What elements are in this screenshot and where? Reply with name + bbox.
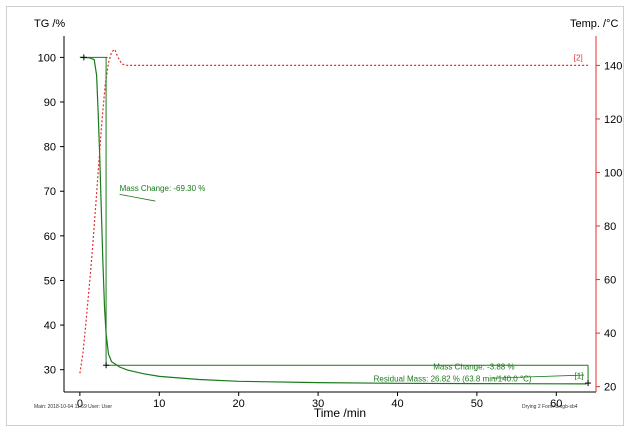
right-tick-label: 80	[604, 221, 616, 233]
annotation-label: Mass Change: -69.30 %	[120, 184, 206, 193]
left-tick-label: 70	[44, 186, 56, 198]
temperature-curve	[79, 48, 589, 374]
left-tick-label: 40	[44, 320, 56, 332]
x-tick-label: 60	[550, 398, 562, 410]
chart-frame: 0 10 20 30 40 50 60 30 40 50 60 70 80 90 100 20 40 60 80 10…	[6, 6, 624, 426]
annotation-label: Mass Change: -3.88 %	[433, 363, 514, 372]
right-tick-label: 120	[604, 114, 622, 126]
footer-right: Drying 2 Form-8.ngb-sb4	[522, 404, 578, 410]
x-tick-label: 40	[391, 398, 403, 410]
right-axis-label: Temp. /°C	[570, 18, 619, 30]
footer-main-label: Main	[34, 404, 45, 410]
right-tick-label: 100	[604, 167, 622, 179]
annotation-label: [1]	[575, 372, 584, 381]
right-tick-label: 140	[604, 60, 622, 72]
footer-timestamp: 2018-10-04 11:59	[47, 404, 87, 410]
left-tick-label: 100	[38, 52, 56, 64]
x-tick-label: 50	[471, 398, 483, 410]
x-tick-label: 30	[312, 398, 324, 410]
x-tick-label: 20	[233, 398, 245, 410]
annotation-leader-line	[492, 374, 585, 379]
annotation-label: [2]	[574, 54, 583, 63]
right-tick-label: 60	[604, 275, 616, 287]
right-tick-label: 40	[604, 328, 616, 340]
left-tick-label: 80	[44, 142, 56, 154]
footer-user: User: User	[88, 404, 113, 410]
left-tick-label: 30	[44, 365, 56, 377]
annotation-leader-line	[119, 193, 156, 202]
tga-chart: 0 10 20 30 40 50 60 30 40 50 60 70 80 90 100 20 40 60 80 10…	[38, 36, 622, 420]
x-tick-label: 0	[77, 398, 83, 410]
x-tick-label: 10	[153, 398, 165, 410]
footer-main: Main: 2018-10-04 11:59 User: User	[34, 404, 113, 410]
left-tick-label: 60	[44, 231, 56, 243]
tg-curve	[79, 56, 587, 385]
left-tick-label: 50	[44, 275, 56, 287]
left-tick-label: 90	[44, 97, 56, 109]
x-axis-label: Time /min	[314, 406, 366, 420]
annotation-label: Residual Mass: 26.82 % (63.8 min/140.0 °…	[374, 375, 532, 384]
left-axis-label: TG /%	[34, 18, 66, 30]
right-tick-label: 20	[604, 382, 616, 394]
